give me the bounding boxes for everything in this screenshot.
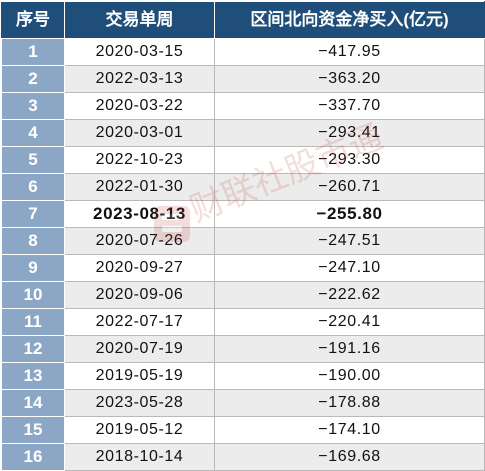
header-net-buy: 区间北向资金净买入(亿元) — [214, 1, 485, 39]
table-body: 1 2020-03-15 −417.95 2 2022-03-13 −363.20 3 202… — [1, 38, 485, 471]
header-rank: 序号 — [1, 1, 65, 39]
rank-cell: 15 — [1, 416, 65, 444]
rank-cell: 7 — [1, 200, 65, 228]
net-buy-cell: −260.71 — [214, 173, 485, 201]
header-trading-week: 交易单周 — [64, 1, 215, 39]
trading-week-cell: 2018-10-14 — [64, 443, 215, 471]
table-row: 9 2020-09-27 −247.10 — [1, 254, 485, 282]
net-buy-cell: −337.70 — [214, 92, 485, 120]
trading-week-cell: 2019-05-12 — [64, 416, 215, 444]
trading-week-cell: 2020-03-01 — [64, 119, 215, 147]
table-header: 序号 交易单周 区间北向资金净买入(亿元) — [1, 1, 485, 39]
trading-week-cell: 2020-03-15 — [64, 38, 215, 66]
rank-cell: 4 — [1, 119, 65, 147]
trading-week-cell: 2023-08-13 — [64, 200, 215, 228]
table-row: 10 2020-09-06 −222.62 — [1, 281, 485, 309]
trading-week-cell: 2022-10-23 — [64, 146, 215, 174]
net-buy-cell: −169.68 — [214, 443, 485, 471]
net-buy-cell: −190.00 — [214, 362, 485, 390]
table-row: 2 2022-03-13 −363.20 — [1, 65, 485, 93]
table-row: 15 2019-05-12 −174.10 — [1, 416, 485, 444]
rank-cell: 8 — [1, 227, 65, 255]
net-buy-cell: −417.95 — [214, 38, 485, 66]
net-buy-cell: −363.20 — [214, 65, 485, 93]
rank-cell: 5 — [1, 146, 65, 174]
header-row: 序号 交易单周 区间北向资金净买入(亿元) — [1, 1, 485, 39]
rank-cell: 9 — [1, 254, 65, 282]
table-row: 13 2019-05-19 −190.00 — [1, 362, 485, 390]
trading-week-cell: 2020-09-27 — [64, 254, 215, 282]
rank-cell: 16 — [1, 443, 65, 471]
rank-cell: 14 — [1, 389, 65, 417]
net-buy-cell: −247.51 — [214, 227, 485, 255]
rank-cell: 13 — [1, 362, 65, 390]
net-buy-cell: −247.10 — [214, 254, 485, 282]
net-buy-cell: −222.62 — [214, 281, 485, 309]
rank-cell: 10 — [1, 281, 65, 309]
table-row: 7 2023-08-13 −255.80 — [1, 200, 485, 228]
rank-cell: 11 — [1, 308, 65, 336]
rank-cell: 2 — [1, 65, 65, 93]
table-row: 3 2020-03-22 −337.70 — [1, 92, 485, 120]
rank-cell: 12 — [1, 335, 65, 363]
rank-cell: 3 — [1, 92, 65, 120]
trading-week-cell: 2022-07-17 — [64, 308, 215, 336]
net-buy-cell: −174.10 — [214, 416, 485, 444]
trading-week-cell: 2020-07-19 — [64, 335, 215, 363]
net-buy-cell: −220.41 — [214, 308, 485, 336]
trading-week-cell: 2022-03-13 — [64, 65, 215, 93]
table-row: 6 2022-01-30 −260.71 — [1, 173, 485, 201]
trading-week-cell: 2020-09-06 — [64, 281, 215, 309]
table-row: 4 2020-03-01 −293.41 — [1, 119, 485, 147]
table-row: 1 2020-03-15 −417.95 — [1, 38, 485, 66]
rank-cell: 6 — [1, 173, 65, 201]
rank-cell: 1 — [1, 38, 65, 66]
table-row: 5 2022-10-23 −293.30 — [1, 146, 485, 174]
table-row: 8 2020-07-26 −247.51 — [1, 227, 485, 255]
net-buy-cell: −293.30 — [214, 146, 485, 174]
trading-week-cell: 2020-07-26 — [64, 227, 215, 255]
net-buy-cell: −178.88 — [214, 389, 485, 417]
table-row: 11 2022-07-17 −220.41 — [1, 308, 485, 336]
net-buy-cell: −255.80 — [214, 200, 485, 228]
trading-week-cell: 2019-05-19 — [64, 362, 215, 390]
table-row: 12 2020-07-19 −191.16 — [1, 335, 485, 363]
trading-week-cell: 2023-05-28 — [64, 389, 215, 417]
table-row: 16 2018-10-14 −169.68 — [1, 443, 485, 471]
trading-week-cell: 2022-01-30 — [64, 173, 215, 201]
net-buy-cell: −293.41 — [214, 119, 485, 147]
trading-week-cell: 2020-03-22 — [64, 92, 215, 120]
net-buy-cell: −191.16 — [214, 335, 485, 363]
table-row: 14 2023-05-28 −178.88 — [1, 389, 485, 417]
